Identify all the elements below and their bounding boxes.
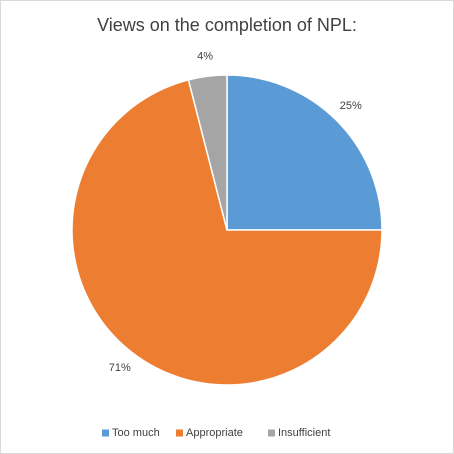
legend-swatch	[102, 429, 109, 437]
legend-swatch	[176, 429, 183, 437]
pie-slice	[226, 74, 383, 231]
pie-slice	[187, 74, 228, 231]
chart-title: Views on the completion of NPL:	[97, 15, 357, 35]
pie-slice	[71, 78, 383, 386]
legend-label: Appropriate	[186, 427, 243, 439]
data-label: 4%	[197, 50, 213, 62]
data-label: 71%	[109, 362, 131, 374]
legend-swatch	[268, 429, 275, 437]
legend-label: Insufficient	[278, 427, 330, 439]
legend-label: Too much	[112, 427, 160, 439]
data-label: 25%	[340, 100, 362, 112]
